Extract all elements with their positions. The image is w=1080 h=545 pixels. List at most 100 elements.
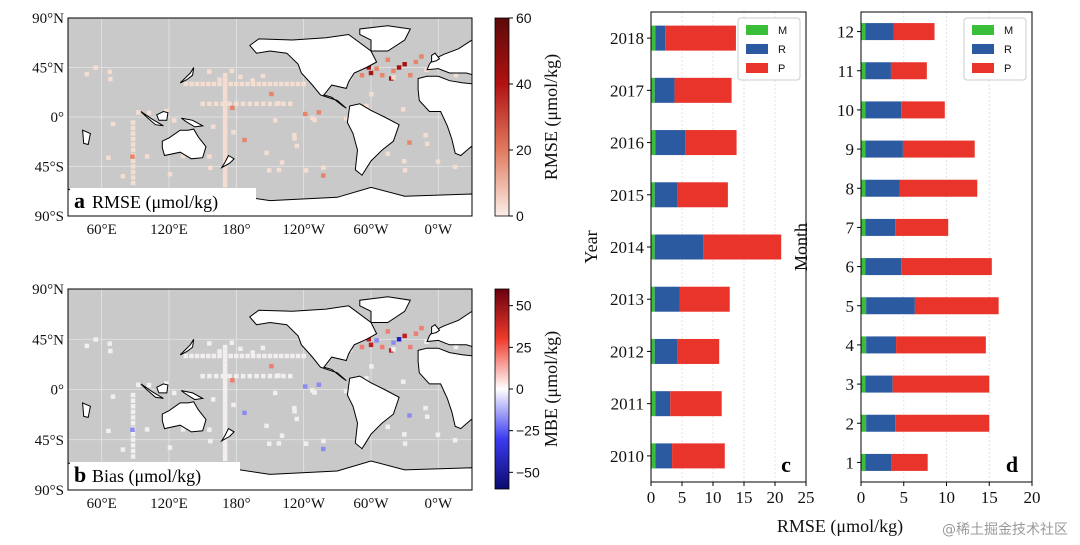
data-cell: [222, 86, 228, 91]
data-cell: [256, 353, 262, 359]
bar-M-2: [861, 414, 867, 432]
data-cell: [222, 443, 228, 448]
bar-R-2: [866, 414, 896, 432]
continent-shape: [161, 401, 207, 433]
data-cell: [110, 394, 116, 399]
legend-label: M: [778, 25, 787, 37]
data-cell: [189, 81, 194, 87]
data-cell: [273, 81, 278, 87]
legend-swatch-R: [972, 44, 994, 54]
y-tick-label: 7: [846, 218, 855, 237]
data-cell: [423, 405, 428, 411]
data-cell: [136, 110, 141, 115]
data-cell: [281, 373, 286, 379]
data-cell: [391, 340, 396, 345]
data-cell: [267, 441, 272, 446]
bar-M-4: [861, 336, 867, 354]
data-cell: [374, 338, 379, 343]
data-cell: [230, 105, 235, 111]
data-cell: [242, 137, 247, 143]
data-cell: [321, 165, 326, 170]
data-cell: [222, 147, 228, 153]
y-tick-label: 12: [837, 23, 854, 42]
bar-P-8: [899, 179, 978, 197]
colorbar-tick-label: 0: [516, 208, 524, 224]
colorbar-tick-label: −25: [516, 423, 540, 439]
data-cell: [130, 147, 136, 153]
bar-P-2015: [677, 182, 728, 208]
bar-P-2011: [670, 391, 722, 417]
map-lat-tick: 45°S: [35, 433, 64, 449]
colorbar-tick-label: −50: [516, 464, 540, 480]
data-cell: [222, 367, 228, 372]
data-cell: [287, 373, 293, 379]
map-lon-tick: 180°: [222, 496, 251, 512]
continent-shape: [82, 129, 91, 146]
colorbar-tick-label: 20: [516, 142, 532, 158]
data-cell: [222, 438, 228, 444]
bar-M-2018: [651, 25, 656, 51]
colorbar-tick-label: 0: [516, 381, 524, 397]
data-cell: [183, 81, 189, 87]
bar-M-8: [861, 179, 866, 197]
data-cell: [234, 353, 239, 359]
bar-M-2016: [651, 130, 656, 156]
data-cell: [364, 376, 369, 381]
y-tick-label: 2: [846, 414, 855, 433]
x-tick-label: 5: [900, 488, 909, 507]
bar-R-2018: [655, 25, 666, 51]
data-cell: [130, 431, 136, 437]
data-cell: [267, 353, 273, 359]
continent-shape: [180, 390, 205, 401]
data-cell: [267, 101, 273, 106]
data-cell: [284, 353, 290, 359]
bar-R-10: [865, 101, 902, 119]
map-lon-tick: 120°W: [282, 222, 325, 238]
data-cell: [211, 81, 217, 87]
data-cell: [343, 388, 349, 394]
map-lat-tick: 45°S: [35, 160, 64, 176]
data-cell: [227, 373, 232, 379]
data-cell: [402, 168, 408, 173]
data-cell: [359, 344, 365, 350]
data-cell: [222, 411, 228, 417]
data-cell: [210, 397, 216, 402]
data-cell: [222, 447, 228, 453]
data-cell: [272, 118, 278, 123]
data-cell: [407, 140, 412, 145]
data-cell: [130, 427, 135, 432]
data-cell: [206, 353, 211, 359]
data-cell: [379, 73, 385, 78]
bar-R-4: [866, 336, 897, 354]
x-tick-label: 10: [938, 488, 955, 507]
data-cell: [211, 353, 217, 359]
bar-R-2011: [655, 391, 671, 417]
data-cell: [312, 390, 317, 395]
data-cell: [228, 81, 233, 87]
data-cell: [247, 373, 253, 379]
bar-P-9: [902, 140, 975, 158]
colorbar-gradient: [494, 288, 510, 490]
data-cell: [245, 353, 250, 359]
data-cell: [366, 337, 371, 342]
data-cell: [368, 342, 374, 348]
data-cell: [213, 373, 219, 379]
data-cell: [130, 142, 136, 147]
colorbar-tick-label: 40: [516, 76, 532, 92]
data-cell: [222, 134, 228, 139]
bar-P-11: [890, 62, 927, 80]
data-cell: [222, 139, 228, 144]
continent-shape: [220, 427, 235, 443]
data-cell: [273, 353, 278, 359]
data-cell: [130, 404, 136, 409]
data-cell: [207, 154, 212, 159]
panel-title: Bias (μmol/kg): [92, 466, 201, 487]
data-cell: [231, 130, 236, 135]
data-cell: [292, 133, 297, 138]
data-cell: [369, 364, 374, 369]
data-cell: [278, 81, 284, 87]
data-cell: [272, 390, 278, 396]
data-cell: [276, 101, 281, 106]
data-cell: [303, 168, 309, 173]
data-cell: [183, 353, 189, 359]
